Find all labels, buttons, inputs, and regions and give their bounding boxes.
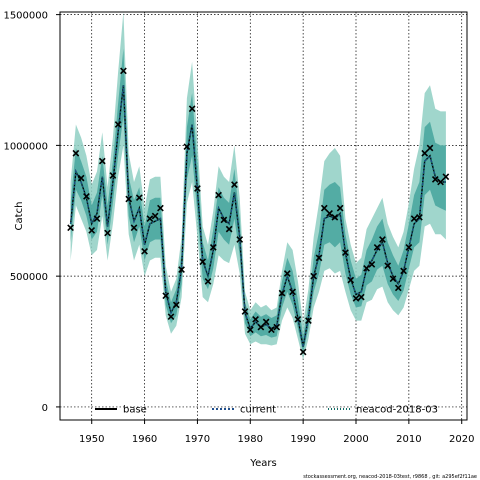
confidence-bands [70, 12, 446, 360]
observed-point [93, 215, 101, 222]
x-tick-label: 2020 [449, 434, 474, 445]
observed-point [220, 216, 228, 224]
observed-point [352, 295, 360, 302]
observed-point [151, 212, 159, 220]
observed-point [109, 172, 117, 179]
observed-point [305, 317, 312, 324]
legend: base current neacod-2018-03 [95, 405, 438, 416]
observed-point [394, 284, 402, 292]
observed-point [283, 270, 291, 277]
y-tick-label: 1500000 [3, 11, 48, 22]
grid-lines [60, 12, 467, 420]
observed-point [347, 276, 355, 284]
observed-markers [67, 67, 450, 356]
observed-point [268, 326, 275, 334]
observed-point [215, 191, 222, 199]
observed-point [299, 348, 307, 356]
legend-label-neacod-2018-03: neacod-2018-03 [356, 405, 438, 416]
observed-point [120, 67, 127, 75]
observed-point [426, 144, 434, 152]
observed-point [400, 267, 407, 275]
observed-point [146, 215, 154, 222]
legend-label-current: current [240, 405, 276, 416]
observed-point [331, 213, 339, 221]
observed-point [162, 292, 170, 300]
observed-point [194, 185, 201, 192]
observed-point [199, 258, 207, 266]
observed-point [114, 121, 122, 128]
observed-point [357, 293, 365, 301]
observed-point [320, 204, 328, 212]
footnote: stockassessment.org, neacod-2018-03test,… [303, 474, 477, 480]
y-tick-label: 1000000 [3, 141, 48, 152]
observed-point [278, 289, 286, 297]
observed-point [231, 181, 238, 188]
observed-point [241, 308, 249, 315]
axes: 1950 1960 1970 1980 1990 2000 2010 2020 0 500000 1… [3, 11, 474, 445]
observed-point [294, 315, 302, 323]
observed-point [379, 236, 386, 243]
plot-frame [59, 11, 468, 421]
x-tick-label: 2000 [343, 434, 368, 445]
x-tick-label: 2010 [396, 434, 421, 445]
observed-point [167, 313, 175, 321]
observed-point [130, 224, 138, 232]
observed-point [157, 204, 164, 212]
observed-point [77, 174, 85, 182]
observed-point [289, 288, 296, 296]
observed-point [67, 224, 74, 232]
observed-point [384, 262, 392, 270]
observed-point [125, 195, 133, 203]
observed-point [204, 278, 212, 285]
observed-point [135, 194, 143, 202]
observed-point [336, 204, 344, 212]
observed-point [209, 244, 217, 251]
x-tick-label: 1990 [290, 434, 315, 445]
y-tick-label: 500000 [10, 272, 48, 283]
observed-point [442, 173, 450, 181]
observed-point [83, 193, 90, 200]
x-axis-label: Years [249, 458, 276, 469]
observed-point [363, 264, 370, 272]
observed-point [389, 275, 397, 283]
observed-point [141, 247, 148, 255]
observed-point [72, 149, 80, 157]
observed-point [257, 323, 265, 331]
observed-point [183, 143, 191, 151]
observed-point [410, 215, 418, 222]
observed-point [310, 272, 318, 280]
observed-point [252, 315, 259, 323]
x-tick-label: 1950 [79, 434, 104, 445]
observed-point [405, 244, 413, 251]
observed-point [88, 227, 96, 234]
observed-point [326, 210, 333, 217]
observed-point [421, 149, 429, 157]
y-tick-label: 0 [42, 403, 48, 414]
x-tick-label: 1960 [132, 434, 157, 445]
observed-point [431, 176, 439, 183]
observed-point [368, 261, 376, 268]
observed-point [104, 229, 111, 237]
observed-point [262, 318, 270, 326]
observed-point [315, 254, 323, 262]
observed-point [416, 213, 423, 221]
observed-point [236, 236, 244, 243]
observed-point [273, 323, 281, 331]
observed-point [188, 105, 196, 113]
outer-confidence-band [70, 12, 446, 360]
x-tick-label: 1980 [238, 434, 263, 445]
y-axis-label: Catch [14, 202, 25, 231]
observed-point [246, 326, 254, 334]
observed-point [178, 266, 185, 273]
observed-point [172, 301, 180, 309]
observed-point [225, 225, 233, 233]
observed-point [98, 157, 106, 165]
legend-label-base: base [123, 405, 147, 416]
observed-point [373, 244, 381, 251]
observed-point [437, 178, 444, 186]
observed-point [342, 249, 349, 256]
x-tick-label: 1970 [185, 434, 210, 445]
